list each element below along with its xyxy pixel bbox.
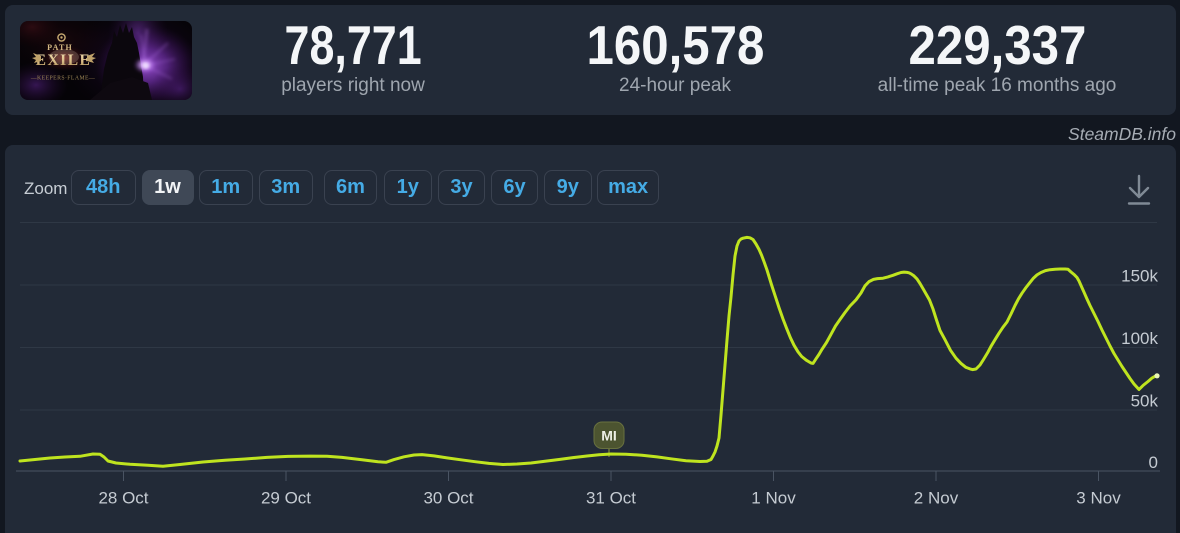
- svg-text:1 Nov: 1 Nov: [751, 489, 796, 508]
- svg-text:29 Oct: 29 Oct: [261, 489, 311, 508]
- svg-text:PATH: PATH: [47, 43, 73, 52]
- svg-text:3 Nov: 3 Nov: [1076, 489, 1121, 508]
- svg-text:EXILE: EXILE: [36, 52, 92, 69]
- svg-text:100k: 100k: [1121, 329, 1158, 348]
- svg-text:28 Oct: 28 Oct: [98, 489, 148, 508]
- svg-text:150k: 150k: [1121, 267, 1158, 286]
- svg-text:―KEEPERS·FLAME―: ―KEEPERS·FLAME―: [30, 76, 95, 82]
- svg-text:0: 0: [1149, 453, 1158, 472]
- svg-text:50k: 50k: [1131, 392, 1159, 411]
- svg-text:31 Oct: 31 Oct: [586, 489, 636, 508]
- svg-text:30 Oct: 30 Oct: [423, 489, 473, 508]
- svg-text:MI: MI: [601, 428, 617, 444]
- svg-text:2 Nov: 2 Nov: [914, 489, 959, 508]
